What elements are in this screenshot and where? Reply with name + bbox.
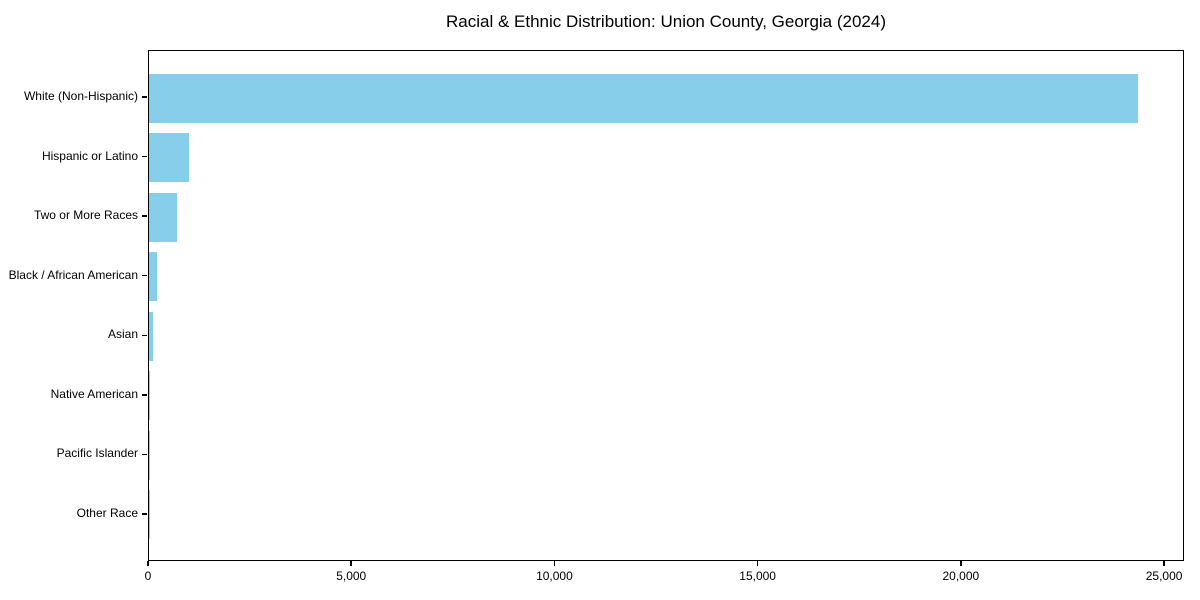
bar	[149, 133, 190, 183]
x-axis-tick	[960, 561, 962, 566]
bar	[149, 371, 150, 421]
y-tick-label: Native American	[50, 386, 138, 401]
y-tick-label: Black / African American	[8, 267, 138, 282]
y-axis-tick	[142, 334, 147, 337]
x-tick-label: 0	[144, 569, 152, 583]
x-axis-tick	[147, 561, 149, 566]
x-tick-label: 10,000	[536, 569, 573, 583]
y-tick-label: Asian	[107, 327, 138, 342]
y-axis-tick	[142, 453, 147, 456]
y-tick-label: White (Non-Hispanic)	[23, 89, 138, 104]
bar	[149, 252, 157, 302]
y-axis-tick	[142, 394, 147, 396]
y-tick-label: Hispanic or Latino	[41, 148, 138, 163]
y-axis-tick	[142, 274, 147, 277]
bar	[149, 311, 153, 361]
y-axis-tick	[142, 96, 147, 98]
y-axis-tick	[142, 155, 147, 158]
x-tick-label: 25,000	[1145, 569, 1183, 583]
y-tick-label: Other Race	[76, 505, 138, 520]
bar	[149, 73, 1138, 123]
x-tick-label: 15,000	[739, 569, 776, 583]
y-tick-label: Two or More Races	[33, 208, 138, 223]
x-axis-tick	[756, 561, 759, 566]
x-axis-tick	[553, 561, 556, 566]
x-axis-tick	[1163, 561, 1165, 566]
y-axis-tick	[142, 215, 147, 217]
x-tick-label: 5,000	[336, 569, 367, 583]
x-axis-tick	[350, 561, 352, 566]
x-tick-label: 20,000	[942, 569, 980, 583]
y-axis-tick	[142, 513, 147, 515]
y-tick-label: Pacific Islander	[56, 446, 138, 461]
chart-title: Racial & Ethnic Distribution: Union Coun…	[445, 12, 886, 31]
bar	[149, 192, 177, 242]
plot-area	[148, 50, 1184, 561]
